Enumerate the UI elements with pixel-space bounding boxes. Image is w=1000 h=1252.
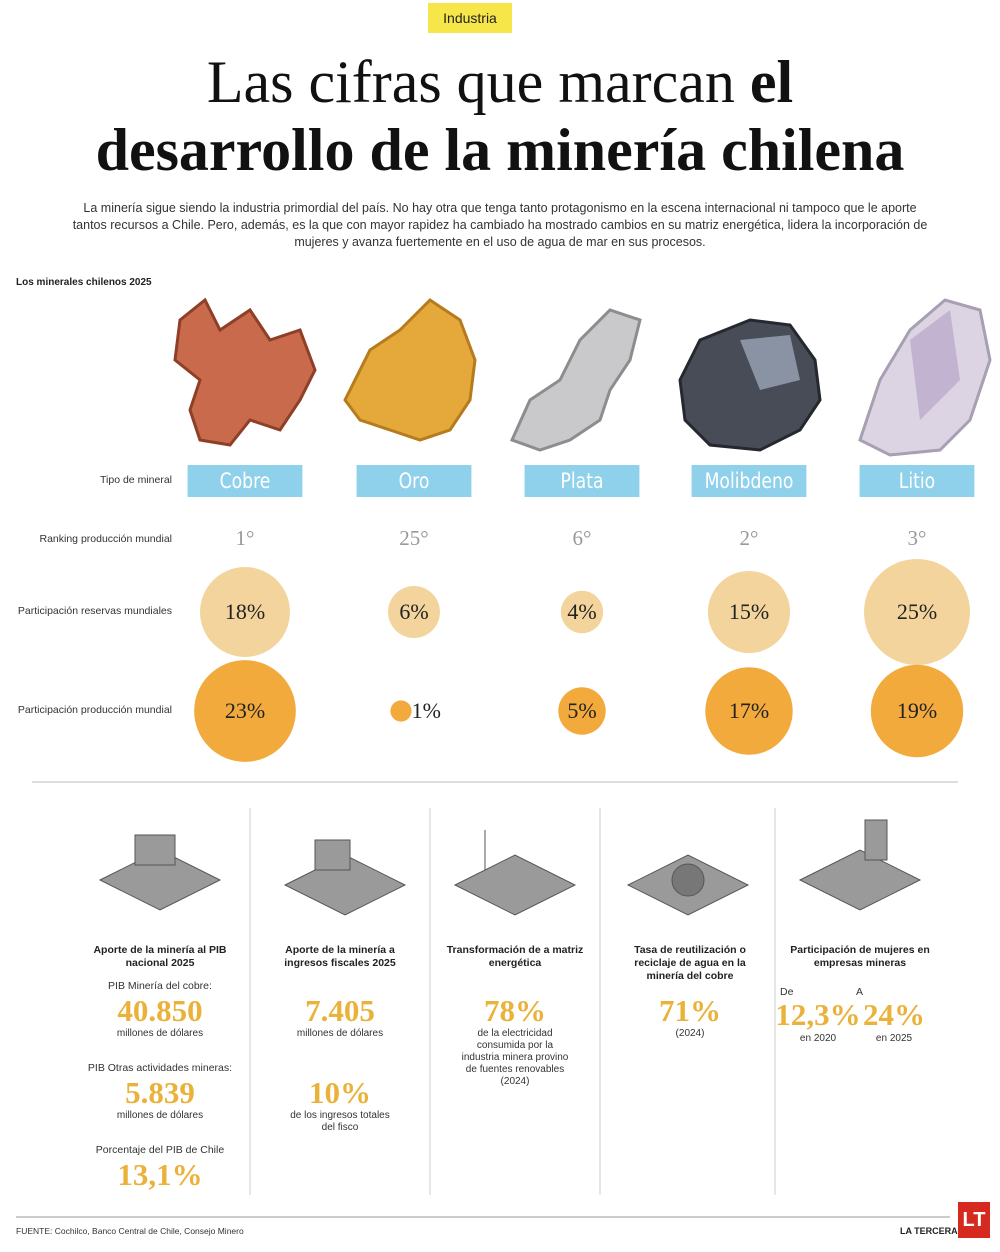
stat-label: De: [780, 986, 794, 998]
row-label: Participación reservas mundiales: [17, 605, 172, 617]
share-bubble: [194, 660, 296, 762]
mineral-name: Cobre: [187, 465, 303, 497]
brand: LA TERCERA: [900, 1226, 958, 1236]
stat-value: 7.405: [305, 993, 375, 1028]
stat-unit: en 2020: [799, 1033, 837, 1044]
share-label: 15%: [728, 599, 770, 624]
stat-label: PIB Minería del cobre:: [108, 980, 212, 992]
section-tag: Industria: [428, 3, 512, 33]
icon-pib: [98, 834, 222, 911]
stat-title: Participación de mujeres en empresas min…: [790, 944, 930, 969]
section-title: Los minerales chilenos 2025: [16, 277, 152, 288]
share-label: 19%: [896, 698, 938, 723]
share-label: 18%: [224, 599, 266, 624]
stat-unit: en 2025: [875, 1033, 913, 1044]
stat-unit: millones de dólares: [116, 1028, 204, 1039]
logo: LT: [958, 1202, 990, 1238]
mineral-name: Molibdeno: [691, 465, 807, 497]
share-label: 1%: [411, 698, 441, 723]
intro: La minería sigue siendo la industria pri…: [72, 201, 928, 249]
stat-title: Aporte de la minería a ingresos fiscales…: [284, 944, 396, 969]
share-label: 25%: [896, 599, 938, 624]
stat-unit: millones de dólares: [296, 1028, 384, 1039]
source: FUENTE: Cochilco, Banco Central de Chile…: [16, 1226, 244, 1236]
mineral-molybdenum: [678, 318, 822, 452]
share-label: 6%: [399, 599, 429, 624]
stat-value: 24%: [863, 997, 925, 1032]
stat-title: Transformación de a matriz energética: [446, 944, 584, 969]
stat-value: 71%: [659, 993, 721, 1028]
icon-water: [626, 854, 750, 916]
icon-energy: [453, 830, 577, 916]
ranking: 2°: [739, 526, 759, 550]
mineral-gold: [343, 298, 477, 442]
headline-regular: Las cifras que marcan: [206, 49, 750, 115]
icon-fiscal: [283, 839, 407, 916]
share-bubble: [707, 570, 791, 654]
headline-bold: el: [749, 49, 794, 115]
stat-unit: millones de dólares: [116, 1110, 204, 1121]
row-label: Tipo de mineral: [100, 474, 172, 486]
share-label: 23%: [224, 698, 266, 723]
stat-title: Tasa de reutilización o reciclaje de agu…: [634, 944, 746, 982]
icon-women: [798, 819, 922, 911]
row-label: Participación producción mundial: [17, 704, 172, 716]
mineral-name: Oro: [356, 465, 472, 497]
stat-value: 13,1%: [117, 1157, 203, 1192]
headline-bold: desarrollo de la minería chilena: [95, 117, 905, 183]
share-label: 4%: [567, 599, 597, 624]
share-label: 5%: [567, 698, 597, 723]
stat-label: A: [856, 986, 864, 998]
stat-unit: (2024): [675, 1028, 705, 1039]
stat-value: 10%: [309, 1075, 371, 1110]
stat-value: 5.839: [125, 1075, 195, 1110]
share-bubble: [390, 700, 412, 722]
mineral-name: Plata: [524, 465, 640, 497]
headline: Las cifras que marcan el desarrollo de la…: [0, 48, 1000, 184]
stat-label: PIB Otras actividades mineras:: [87, 1062, 233, 1074]
ranking: 6°: [572, 526, 592, 550]
mineral-silver: [509, 308, 642, 452]
mineral-copper: [173, 297, 317, 447]
share-bubble: [388, 586, 440, 638]
stat-value: 40.850: [117, 993, 203, 1028]
mineral-lithium: [858, 298, 992, 457]
ranking: 3°: [907, 526, 927, 550]
share-bubble: [870, 664, 964, 758]
stat-title: Aporte de la minería al PIB nacional 202…: [93, 944, 227, 969]
ranking: 1°: [235, 526, 255, 550]
stat-unit: de la electricidad consumida por la indu…: [461, 1028, 569, 1087]
share-bubble: [200, 567, 290, 657]
mineral-name: Litio: [859, 465, 975, 497]
share-bubble: [705, 667, 793, 755]
stat-value: 12,3%: [775, 997, 861, 1032]
share-label: 17%: [728, 698, 770, 723]
share-bubble: [560, 590, 604, 634]
row-label: Ranking producción mundial: [39, 533, 173, 545]
ranking: 25°: [399, 526, 429, 550]
stat-label: Porcentaje del PIB de Chile: [95, 1144, 225, 1156]
share-bubble: [864, 559, 970, 665]
stat-unit: de los ingresos totales del fisco: [290, 1110, 390, 1133]
stat-value: 78%: [484, 993, 546, 1028]
share-bubble: [558, 687, 606, 735]
